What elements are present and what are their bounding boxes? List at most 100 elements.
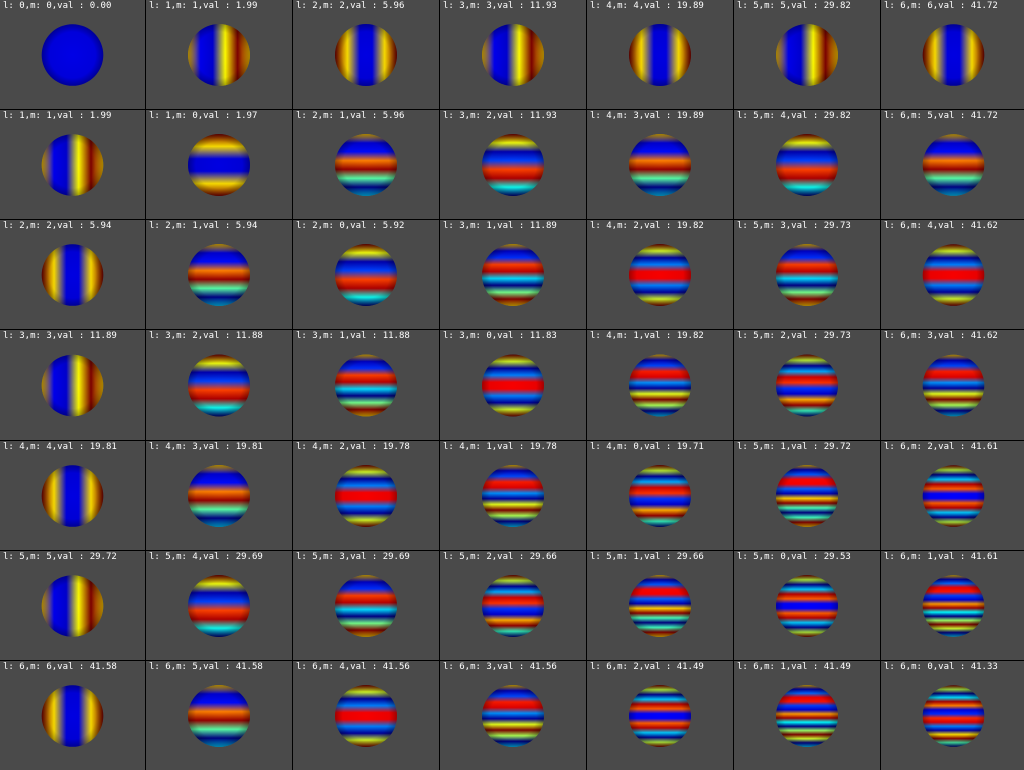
sphere-render <box>922 24 985 86</box>
viewport-cell: l: 4,m: 0,val : 19.71 <box>587 441 733 550</box>
sphere-shading <box>188 24 250 86</box>
sphere-render <box>41 465 104 527</box>
harmonic-label: l: 3,m: 2,val : 11.93 <box>443 111 557 121</box>
viewport-cell: l: 6,m: 2,val : 41.49 <box>587 661 733 770</box>
viewport-cell: l: 2,m: 2,val : 5.94 <box>0 220 145 329</box>
sphere-shading <box>41 244 104 306</box>
sphere-render <box>629 354 691 417</box>
harmonic-label: l: 2,m: 1,val : 5.94 <box>149 221 258 231</box>
sphere-render <box>335 685 397 747</box>
sphere-shading <box>776 134 838 196</box>
sphere-render <box>776 134 838 196</box>
sphere-shading <box>922 685 985 747</box>
viewport-cell: l: 3,m: 3,val : 11.93 <box>440 0 586 109</box>
viewport-cell: l: 6,m: 3,val : 41.62 <box>881 330 1024 440</box>
harmonic-label: l: 4,m: 2,val : 19.78 <box>296 442 410 452</box>
sphere-shading <box>629 134 691 196</box>
sphere-shading <box>922 354 985 417</box>
harmonic-label: l: 6,m: 3,val : 41.62 <box>884 331 998 341</box>
harmonic-label: l: 4,m: 3,val : 19.81 <box>149 442 263 452</box>
sphere-render <box>335 134 397 196</box>
sphere-render <box>482 244 544 306</box>
sphere-render <box>188 465 250 527</box>
harmonic-label: l: 5,m: 0,val : 29.53 <box>737 552 851 562</box>
harmonic-label: l: 6,m: 2,val : 41.49 <box>590 662 704 672</box>
sphere-shading <box>922 24 985 86</box>
harmonic-label: l: 3,m: 3,val : 11.89 <box>3 331 117 341</box>
harmonic-label: l: 3,m: 3,val : 11.93 <box>443 1 557 11</box>
viewport-cell: l: 4,m: 2,val : 19.78 <box>293 441 439 550</box>
harmonic-label: l: 2,m: 2,val : 5.96 <box>296 1 405 11</box>
harmonic-label: l: 4,m: 3,val : 19.89 <box>590 111 704 121</box>
viewport-cell: l: 6,m: 0,val : 41.33 <box>881 661 1024 770</box>
harmonic-label: l: 4,m: 2,val : 19.82 <box>590 221 704 231</box>
viewport-cell: l: 5,m: 4,val : 29.82 <box>734 110 880 219</box>
sphere-render <box>335 575 397 637</box>
viewport-cell: l: 3,m: 1,val : 11.89 <box>440 220 586 329</box>
sphere-shading <box>922 465 985 527</box>
sphere-render <box>188 24 250 86</box>
viewport-cell: l: 2,m: 1,val : 5.96 <box>293 110 439 219</box>
viewport-cell: l: 3,m: 3,val : 11.89 <box>0 330 145 440</box>
harmonic-label: l: 2,m: 0,val : 5.92 <box>296 221 405 231</box>
sphere-shading <box>776 244 838 306</box>
harmonic-label: l: 5,m: 3,val : 29.69 <box>296 552 410 562</box>
harmonic-label: l: 6,m: 4,val : 41.56 <box>296 662 410 672</box>
viewport-cell: l: 6,m: 6,val : 41.72 <box>881 0 1024 109</box>
viewport-cell: l: 0,m: 0,val : 0.00 <box>0 0 145 109</box>
viewport-cell: l: 6,m: 3,val : 41.56 <box>440 661 586 770</box>
sphere-render <box>41 24 104 86</box>
sphere-render <box>922 575 985 637</box>
viewport-cell: l: 2,m: 0,val : 5.92 <box>293 220 439 329</box>
sphere-render <box>482 134 544 196</box>
harmonic-label: l: 4,m: 1,val : 19.82 <box>590 331 704 341</box>
harmonic-label: l: 6,m: 5,val : 41.58 <box>149 662 263 672</box>
viewport-cell: l: 1,m: 0,val : 1.97 <box>146 110 292 219</box>
sphere-render <box>41 134 104 196</box>
sphere-shading <box>776 24 838 86</box>
sphere-render <box>629 465 691 527</box>
sphere-render <box>41 354 104 417</box>
viewport-cell: l: 5,m: 5,val : 29.72 <box>0 551 145 660</box>
sphere-shading <box>41 685 104 747</box>
sphere-shading <box>629 24 691 86</box>
sphere-shading <box>776 685 838 747</box>
viewport-cell: l: 4,m: 4,val : 19.89 <box>587 0 733 109</box>
sphere-render <box>482 24 544 86</box>
harmonic-label: l: 5,m: 3,val : 29.73 <box>737 221 851 231</box>
harmonic-label: l: 1,m: 1,val : 1.99 <box>149 1 258 11</box>
sphere-render <box>41 575 104 637</box>
harmonic-label: l: 3,m: 2,val : 11.88 <box>149 331 263 341</box>
harmonic-label: l: 6,m: 0,val : 41.33 <box>884 662 998 672</box>
harmonic-label: l: 4,m: 4,val : 19.81 <box>3 442 117 452</box>
viewport-cell: l: 4,m: 2,val : 19.82 <box>587 220 733 329</box>
sphere-shading <box>41 465 104 527</box>
harmonic-label: l: 6,m: 6,val : 41.58 <box>3 662 117 672</box>
sphere-render <box>776 354 838 417</box>
harmonic-label: l: 3,m: 1,val : 11.89 <box>443 221 557 231</box>
sphere-render <box>41 244 104 306</box>
sphere-shading <box>188 685 250 747</box>
harmonic-label: l: 5,m: 5,val : 29.82 <box>737 1 851 11</box>
sphere-render <box>188 134 250 196</box>
sphere-shading <box>482 24 544 86</box>
sphere-render <box>188 685 250 747</box>
sphere-shading <box>482 354 544 417</box>
harmonic-label: l: 5,m: 2,val : 29.66 <box>443 552 557 562</box>
sphere-render <box>922 685 985 747</box>
harmonic-label: l: 1,m: 1,val : 1.99 <box>3 111 112 121</box>
sphere-render <box>629 685 691 747</box>
sphere-render <box>776 465 838 527</box>
harmonic-label: l: 6,m: 3,val : 41.56 <box>443 662 557 672</box>
viewport-cell: l: 5,m: 3,val : 29.69 <box>293 551 439 660</box>
harmonic-label: l: 3,m: 1,val : 11.88 <box>296 331 410 341</box>
sphere-shading <box>335 685 397 747</box>
sphere-shading <box>629 244 691 306</box>
sphere-shading <box>335 134 397 196</box>
viewport-cell: l: 5,m: 2,val : 29.73 <box>734 330 880 440</box>
harmonic-label: l: 6,m: 1,val : 41.61 <box>884 552 998 562</box>
sphere-shading <box>629 465 691 527</box>
viewport-cell: l: 5,m: 2,val : 29.66 <box>440 551 586 660</box>
viewport-cell: l: 5,m: 5,val : 29.82 <box>734 0 880 109</box>
sphere-render <box>188 354 250 417</box>
